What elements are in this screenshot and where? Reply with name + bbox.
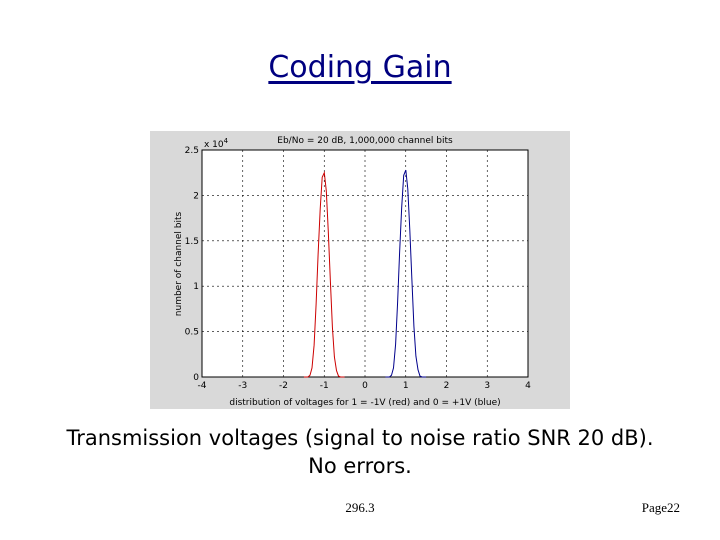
x-tick-label: -2 (279, 381, 288, 391)
y-tick-label: 2.5 (185, 146, 199, 156)
tick-labels: -4 -3 -2 -1 0 1 2 3 4 0 0.5 1 1.5 2 2.5 (185, 146, 531, 391)
plot-area (201, 149, 529, 378)
series-line-1 (385, 169, 427, 378)
y-tick-label: 0 (193, 373, 199, 383)
footer-course-number: 296.3 (345, 500, 375, 515)
y-multiplier: x 104 (204, 137, 229, 150)
x-tick-label: -1 (320, 381, 329, 391)
chart-title: Eb/No = 20 dB, 1,000,000 channel bits (277, 136, 453, 146)
x-tick-label: -3 (238, 381, 247, 391)
y-tick-label: 1.5 (185, 237, 199, 247)
x-tick-label: -4 (198, 381, 207, 391)
y-tick-label: 2 (193, 191, 199, 201)
caption-line-1: Transmission voltages (signal to noise r… (66, 426, 654, 450)
footer-page-number: Page22 (641, 500, 680, 515)
series-line-0 (303, 170, 345, 378)
chart-figure: -4 -3 -2 -1 0 1 2 3 4 0 0.5 1 1.5 2 2.5 Eb/No = 20 dB,… (150, 131, 570, 409)
x-tick-label: 0 (362, 381, 368, 391)
x-tick-label: 1 (403, 381, 409, 391)
y-tick-label: 1 (193, 282, 199, 292)
slide-title: Coding Gain (268, 50, 452, 85)
y-axis-label: number of channel bits (174, 211, 184, 316)
caption: Transmission voltages (signal to noise r… (20, 424, 700, 480)
y-multiplier-base: x 10 (204, 140, 224, 150)
caption-line-2: No errors. (308, 454, 412, 478)
x-tick-label: 2 (444, 381, 450, 391)
y-multiplier-exponent: 4 (224, 137, 229, 145)
x-tick-label: 4 (525, 381, 531, 391)
series-layer (303, 169, 427, 378)
x-axis-label: distribution of voltages for 1 = -1V (re… (229, 398, 500, 408)
grid-lines (202, 150, 528, 377)
chart-svg: -4 -3 -2 -1 0 1 2 3 4 0 0.5 1 1.5 2 2.5 Eb/No = 20 dB,… (174, 136, 531, 408)
y-tick-label: 0.5 (185, 328, 199, 338)
x-tick-label: 3 (484, 381, 490, 391)
